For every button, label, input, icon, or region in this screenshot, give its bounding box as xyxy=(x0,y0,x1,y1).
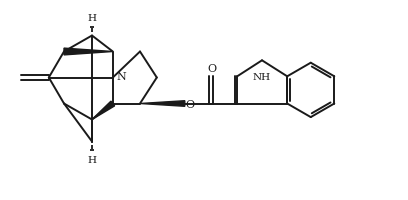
Text: O: O xyxy=(207,64,217,74)
Text: H: H xyxy=(87,155,97,164)
Text: H: H xyxy=(87,14,97,23)
Polygon shape xyxy=(140,101,185,107)
Text: N: N xyxy=(117,72,126,81)
Text: O: O xyxy=(186,100,195,110)
Text: NH: NH xyxy=(253,73,271,82)
Polygon shape xyxy=(64,49,113,56)
Polygon shape xyxy=(92,102,115,120)
